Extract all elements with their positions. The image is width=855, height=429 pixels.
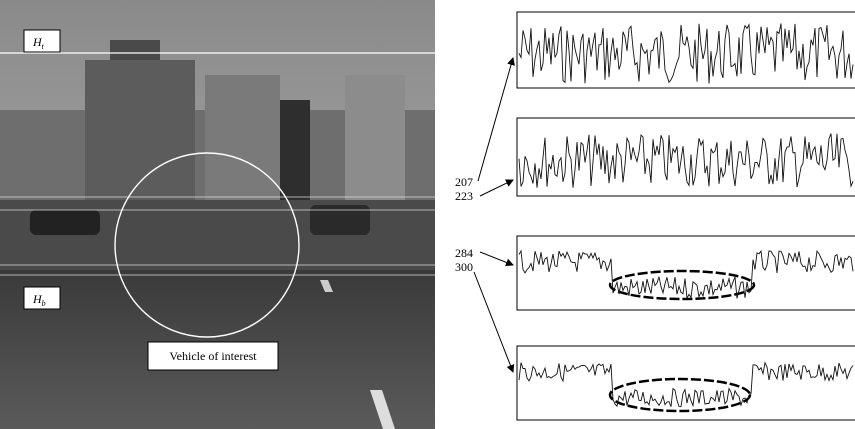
figure: Ht Hb Vehicle of interest 207 223 284 30… — [0, 0, 855, 429]
photo: Ht Hb Vehicle of interest — [0, 0, 435, 429]
signal-trace — [519, 363, 853, 407]
signal-trace — [519, 134, 853, 188]
row-label: 207 — [455, 175, 473, 189]
row-label: 284 — [455, 246, 473, 260]
signal-plots — [517, 12, 855, 420]
row-labels: 207 223 284 300 — [455, 58, 513, 372]
row-label: 223 — [455, 189, 473, 203]
caption: Vehicle of interest — [169, 349, 257, 363]
signal-trace — [519, 251, 853, 299]
signal-trace — [519, 24, 853, 84]
row-label: 300 — [455, 260, 473, 274]
